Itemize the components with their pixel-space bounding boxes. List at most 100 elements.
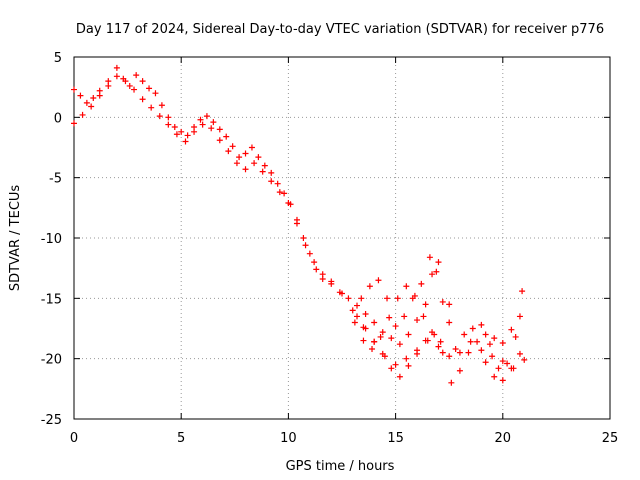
series-3 xyxy=(358,254,453,330)
data-point xyxy=(268,169,275,176)
data-point xyxy=(354,313,361,320)
series-4 xyxy=(351,283,453,360)
data-point xyxy=(504,360,511,367)
y-tick-label: -15 xyxy=(41,292,62,307)
data-point xyxy=(446,353,453,360)
data-point xyxy=(519,288,526,295)
data-point xyxy=(418,280,425,287)
data-point xyxy=(259,168,266,175)
x-tick-label: 15 xyxy=(387,431,404,446)
data-point xyxy=(446,301,453,308)
data-point xyxy=(392,361,399,368)
data-point xyxy=(371,319,378,326)
data-point xyxy=(210,119,217,126)
data-point xyxy=(435,259,442,266)
data-point xyxy=(448,379,455,386)
data-point xyxy=(242,150,249,157)
data-point xyxy=(491,335,498,342)
data-point xyxy=(429,271,436,278)
data-point xyxy=(456,349,463,356)
data-point xyxy=(236,154,243,161)
series-2 xyxy=(354,313,523,386)
data-point xyxy=(396,341,403,348)
data-point xyxy=(88,103,95,110)
data-point xyxy=(208,125,215,132)
data-point xyxy=(133,72,140,79)
data-point xyxy=(276,189,283,196)
data-point xyxy=(452,346,459,353)
data-point xyxy=(379,329,386,336)
data-point xyxy=(411,292,418,299)
data-point xyxy=(467,338,474,345)
x-tick-label: 0 xyxy=(70,431,78,446)
data-point xyxy=(422,337,429,344)
data-point xyxy=(242,166,249,173)
data-point xyxy=(281,190,288,197)
data-point xyxy=(405,331,412,338)
data-point xyxy=(302,242,309,249)
data-point xyxy=(429,329,436,336)
data-point xyxy=(139,78,146,85)
data-point xyxy=(486,341,493,348)
data-point xyxy=(499,339,506,346)
data-point xyxy=(508,365,515,372)
x-tick-label: 20 xyxy=(495,431,512,446)
data-point xyxy=(225,148,232,155)
data-point xyxy=(83,99,90,106)
data-point xyxy=(499,358,506,365)
data-point xyxy=(268,178,275,185)
data-point xyxy=(229,143,236,150)
data-point xyxy=(199,121,206,128)
data-point xyxy=(165,114,172,121)
y-tick-label: -20 xyxy=(41,353,62,368)
data-point xyxy=(422,301,429,308)
data-point xyxy=(96,92,103,99)
data-point xyxy=(495,365,502,372)
data-point xyxy=(223,133,230,140)
data-point xyxy=(508,326,515,333)
data-point xyxy=(482,331,489,338)
data-point xyxy=(371,338,378,345)
y-tick-label: -10 xyxy=(41,232,62,247)
data-point xyxy=(366,283,373,290)
data-point xyxy=(148,104,155,111)
data-point xyxy=(392,323,399,330)
data-point xyxy=(319,271,326,278)
data-point xyxy=(146,85,153,92)
x-tick-label: 25 xyxy=(602,431,619,446)
y-tick-label: -25 xyxy=(41,413,62,428)
data-point xyxy=(386,314,393,321)
data-point xyxy=(469,325,476,332)
data-point xyxy=(285,200,292,207)
x-tick-label: 10 xyxy=(280,431,297,446)
data-point xyxy=(478,321,485,328)
data-point xyxy=(388,365,395,372)
series-0 xyxy=(71,64,442,348)
data-point xyxy=(79,111,86,118)
data-point xyxy=(375,277,382,284)
data-point xyxy=(478,347,485,354)
data-point xyxy=(165,121,172,128)
data-point xyxy=(474,338,481,345)
data-point xyxy=(439,349,446,356)
data-point xyxy=(435,343,442,350)
data-point xyxy=(521,356,528,363)
data-point xyxy=(499,377,506,384)
data-point xyxy=(362,311,369,318)
data-point xyxy=(403,355,410,362)
data-point xyxy=(152,90,159,97)
data-point xyxy=(158,102,165,109)
data-point xyxy=(433,268,440,275)
data-point xyxy=(362,325,369,332)
series-1 xyxy=(71,73,528,372)
data-point xyxy=(248,144,255,151)
data-point xyxy=(426,254,433,261)
data-point xyxy=(131,86,138,93)
data-point xyxy=(90,95,97,102)
data-point xyxy=(328,278,335,285)
data-point xyxy=(414,317,421,324)
data-point xyxy=(113,64,120,71)
data-point xyxy=(251,160,258,167)
data-point xyxy=(465,349,472,356)
series-5 xyxy=(452,288,526,384)
